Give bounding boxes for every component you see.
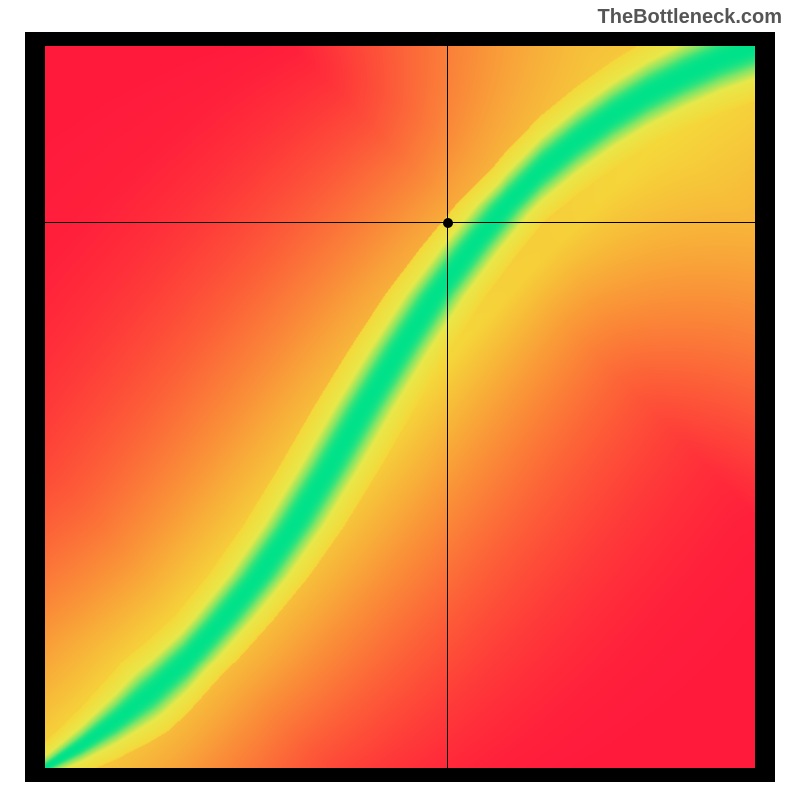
crosshair-marker — [443, 218, 453, 228]
crosshair-vertical — [447, 46, 448, 768]
chart-container: TheBottleneck.com — [0, 0, 800, 800]
crosshair-horizontal — [45, 222, 755, 223]
heatmap-canvas — [45, 46, 755, 768]
plot-area — [45, 46, 755, 768]
plot-frame — [25, 32, 775, 782]
watermark-text: TheBottleneck.com — [598, 6, 782, 29]
